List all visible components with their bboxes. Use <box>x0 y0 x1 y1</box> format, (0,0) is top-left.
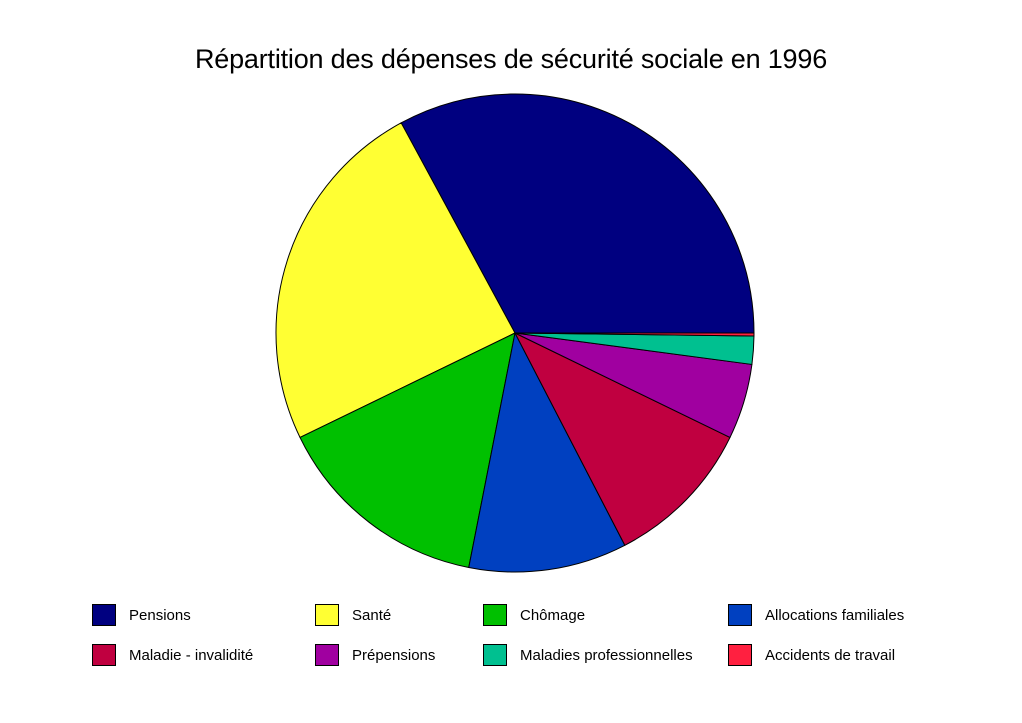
legend-label: Maladies professionnelles <box>520 647 693 664</box>
legend-swatch <box>728 604 752 626</box>
legend-label: Prépensions <box>352 647 436 664</box>
legend-label: Pensions <box>129 607 191 624</box>
chart-title: Répartition des dépenses de sécurité soc… <box>194 44 828 74</box>
pie-slice-allocations-familiales <box>468 332 626 573</box>
legend-swatch <box>483 604 507 626</box>
pie-slice-sante <box>275 122 516 438</box>
pie-slice-pensions <box>400 93 755 334</box>
legend-label: Allocations familiales <box>765 607 905 624</box>
legend-swatch <box>728 644 752 666</box>
pie-slice-accidents-de-travail <box>514 332 755 337</box>
legend-label: Accidents de travail <box>765 647 896 664</box>
legend-swatch <box>92 604 116 626</box>
legend-label: Santé <box>352 607 392 624</box>
legend-swatch <box>92 644 116 666</box>
legend-swatch <box>483 644 507 666</box>
legend-label: Chômage <box>520 607 586 624</box>
pie-slice-maladie-invalidite <box>514 332 731 546</box>
legend-label: Maladie - invalidité <box>129 647 254 664</box>
legend-swatch <box>315 644 339 666</box>
legend-swatch <box>315 604 339 626</box>
pie-slice-chomage <box>299 332 516 568</box>
